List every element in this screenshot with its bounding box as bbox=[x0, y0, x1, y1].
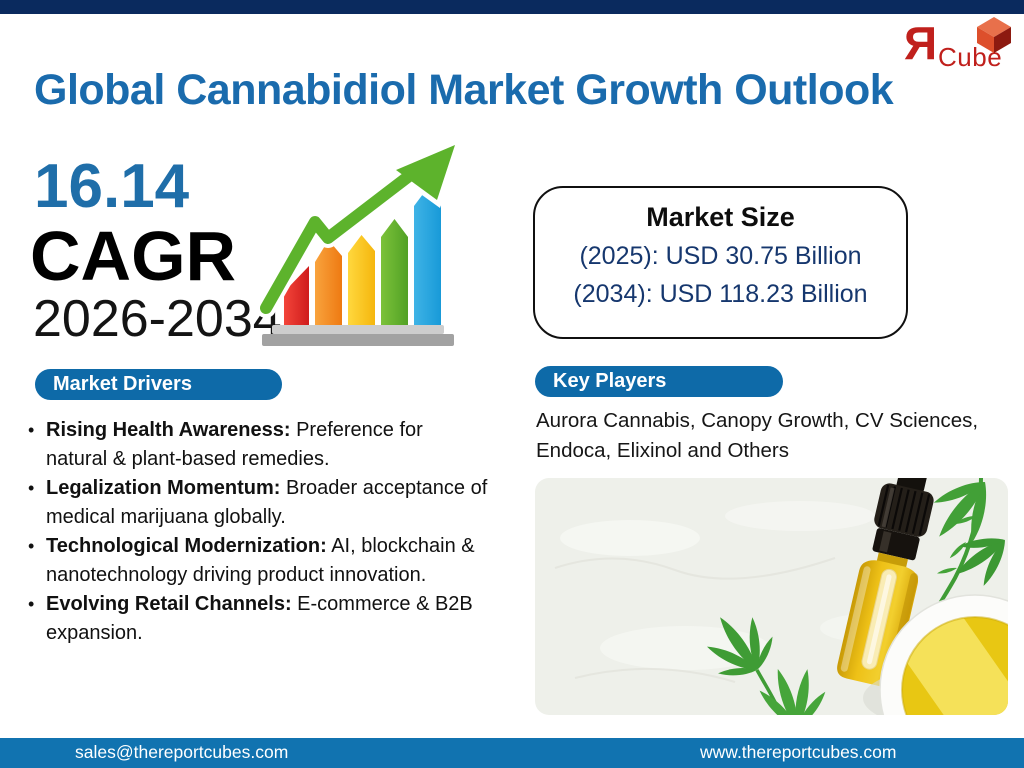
driver-item: Legalization Momentum: Broader acceptanc… bbox=[26, 474, 488, 532]
market-drivers-list: Rising Health Awareness: Preference for … bbox=[26, 416, 488, 648]
driver-item: Evolving Retail Channels: E-commerce & B… bbox=[26, 590, 488, 648]
market-drivers-heading: Market Drivers bbox=[35, 369, 282, 400]
driver-text: E-commerce & B2B expansion. bbox=[46, 593, 473, 644]
chart-platform-top bbox=[272, 325, 444, 334]
cbd-oil-photo bbox=[535, 478, 1008, 715]
cbd-photo-illustration bbox=[535, 478, 1008, 715]
key-players-text: Aurora Cannabis, Canopy Growth, CV Scien… bbox=[536, 409, 979, 462]
driver-text: Broader acceptance of medical marijuana … bbox=[46, 477, 488, 528]
top-accent-bar bbox=[0, 0, 1024, 14]
arrowhead bbox=[396, 145, 455, 200]
logo-letter: Я bbox=[904, 17, 938, 69]
footer-website-link[interactable]: www.thereportcubes.com bbox=[700, 742, 897, 762]
footer-email-link[interactable]: sales@thereportcubes.com bbox=[75, 742, 289, 762]
growth-chart-icon bbox=[256, 140, 460, 346]
driver-item: Rising Health Awareness: Preference for … bbox=[26, 416, 488, 474]
market-size-title: Market Size bbox=[646, 202, 795, 232]
cagr-period: 2026-2034 bbox=[33, 290, 282, 348]
driver-label: Legalization Momentum: bbox=[46, 477, 281, 499]
bar-green bbox=[381, 219, 408, 325]
driver-label: Technological Modernization: bbox=[46, 535, 327, 557]
driver-text: Preference for natural & plant-based rem… bbox=[46, 419, 423, 470]
market-size-box: Market Size (2025): USD 30.75 Billion (2… bbox=[533, 186, 908, 339]
bar-red bbox=[284, 266, 309, 325]
page-title: Global Cannabidiol Market Growth Outlook bbox=[34, 66, 894, 114]
market-size-2034: (2034): USD 118.23 Billion bbox=[573, 280, 868, 308]
driver-label: Evolving Retail Channels: bbox=[46, 593, 292, 615]
driver-label: Rising Health Awareness: bbox=[46, 419, 291, 441]
chart-platform-bottom bbox=[262, 334, 454, 346]
driver-text: AI, blockchain & nanotechnology driving … bbox=[46, 535, 475, 586]
driver-item: Technological Modernization: AI, blockch… bbox=[26, 532, 488, 590]
bar-blue bbox=[414, 188, 441, 325]
market-size-2025: (2025): USD 30.75 Billion bbox=[579, 242, 862, 270]
cagr-label: CAGR bbox=[30, 217, 237, 295]
bar-yellow bbox=[348, 235, 375, 325]
footer-bar: sales@thereportcubes.com www.thereportcu… bbox=[0, 738, 1024, 768]
oil-bowl bbox=[863, 594, 1008, 715]
rcube-logo: Я Cube bbox=[898, 14, 1016, 72]
arrow-shaft bbox=[260, 167, 419, 314]
bar-orange bbox=[315, 240, 342, 325]
cube-icon bbox=[977, 17, 1011, 53]
cagr-value: 16.14 bbox=[34, 152, 190, 221]
key-players-heading: Key Players bbox=[535, 366, 783, 397]
